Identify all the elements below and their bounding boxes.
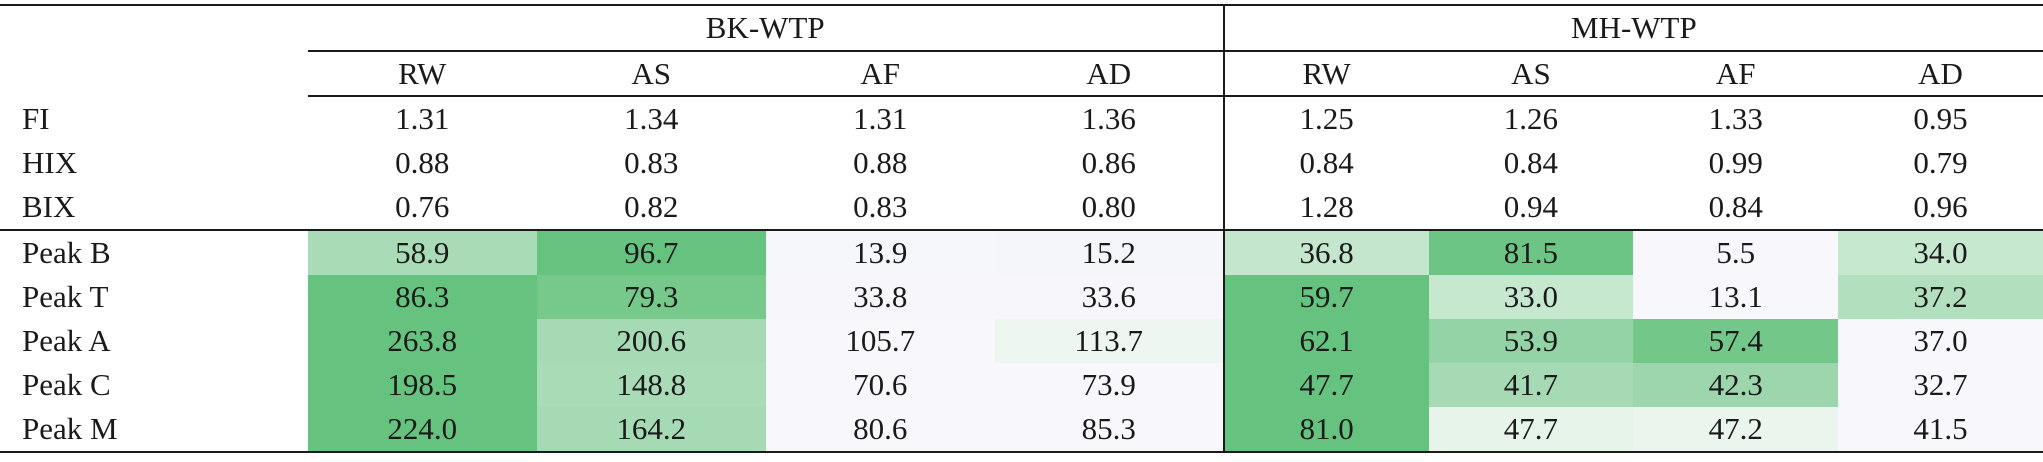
table-cell: 105.7 — [765, 319, 995, 363]
table-cell: 198.5 — [307, 363, 537, 407]
col-header: RW — [307, 51, 537, 97]
table-cell: 0.95 — [1913, 101, 1968, 136]
table-cell: 15.2 — [994, 229, 1224, 275]
table-cell: 0.84 — [1503, 145, 1559, 180]
table-cell: 5.5 — [1633, 229, 1839, 275]
table-cell: 47.7 — [1222, 363, 1429, 407]
table-cell: 0.82 — [624, 189, 679, 224]
table-cell: 1.36 — [1081, 101, 1136, 136]
metric-rows: FI 1.31 1.34 1.31 1.36 1.25 1.26 1.33 0.95 HIX 0.8… — [0, 96, 2043, 230]
col-header: AD — [1838, 51, 2043, 97]
group-header-mh-wtp: MH-WTP — [1222, 6, 2043, 52]
table-cell: 1.31 — [395, 101, 450, 136]
table-cell: 96.7 — [536, 229, 766, 275]
table-cell: 0.83 — [853, 189, 908, 224]
table-cell: 0.88 — [853, 145, 908, 180]
table-cell: 13.9 — [765, 229, 995, 275]
table-row: BIX 0.76 0.82 0.83 0.80 1.28 0.94 0.84 0.96 — [0, 185, 2043, 230]
table-cell: 36.8 — [1222, 229, 1429, 275]
table-cell: 0.84 — [1222, 141, 1429, 185]
table-cell: 59.7 — [1222, 275, 1429, 319]
table-cell: 1.26 — [1503, 101, 1559, 136]
table-cell: 13.1 — [1633, 275, 1839, 319]
row-label: Peak T — [22, 279, 109, 314]
table-cell: 1.34 — [624, 101, 679, 136]
table-row: Peak B 58.9 96.7 13.9 15.2 36.8 81.5 5.5 34.0 — [0, 229, 2043, 275]
col-header: AS — [1428, 51, 1634, 97]
table-cell: 41.7 — [1428, 363, 1634, 407]
table-row: HIX 0.88 0.83 0.88 0.86 0.84 0.84 0.99 0.79 — [0, 141, 2043, 185]
table-cell: 62.1 — [1222, 319, 1429, 363]
table-cell: 70.6 — [765, 363, 995, 407]
table-cell: 81.5 — [1428, 229, 1634, 275]
table-cell: 73.9 — [994, 363, 1224, 407]
row-label: Peak M — [0, 407, 308, 453]
col-header: AF — [1633, 51, 1839, 97]
table-cell: 0.88 — [395, 145, 450, 180]
table-cell: 1.25 — [1222, 96, 1429, 141]
row-label: Peak B — [0, 229, 308, 275]
table-cell: 1.28 — [1222, 185, 1429, 230]
table-cell: 47.7 — [1428, 407, 1634, 453]
table-cell: 34.0 — [1838, 229, 2043, 275]
table-cell: 1.33 — [1708, 101, 1763, 136]
corner-cell — [0, 6, 308, 51]
table-cell: 41.5 — [1838, 407, 2043, 453]
table-cell: 0.99 — [1708, 145, 1763, 180]
table-cell: 263.8 — [307, 319, 537, 363]
table-cell: 0.83 — [624, 145, 679, 180]
col-header: RW — [1222, 51, 1429, 97]
col-header: AF — [765, 51, 995, 97]
table-cell: 47.2 — [1633, 407, 1839, 453]
table-cell: 224.0 — [307, 407, 537, 453]
table-cell: 0.86 — [1081, 145, 1136, 180]
table-cell: 57.4 — [1633, 319, 1839, 363]
table-cell: 79.3 — [536, 275, 766, 319]
table-row: Peak C 198.5 148.8 70.6 73.9 47.7 41.7 42.3 32.7 — [0, 363, 2043, 407]
fluorescence-table: BK-WTP MH-WTP RW AS AF AD RW AS AF AD FI… — [0, 6, 2043, 453]
table-cell: 1.31 — [853, 101, 908, 136]
table-cell: 0.96 — [1913, 189, 1968, 224]
table-row: FI 1.31 1.34 1.31 1.36 1.25 1.26 1.33 0.95 — [0, 96, 2043, 141]
table-cell: 37.0 — [1838, 319, 2043, 363]
table-cell: 81.0 — [1222, 407, 1429, 453]
peak-rows: Peak B 58.9 96.7 13.9 15.2 36.8 81.5 5.5 34.0 Pea… — [0, 229, 2043, 453]
row-label: Peak C — [22, 367, 111, 402]
table-cell: 85.3 — [994, 407, 1224, 453]
table-cell: 113.7 — [994, 319, 1224, 363]
top-rule — [0, 4, 2043, 6]
col-header: AS — [536, 51, 766, 97]
table-cell: 200.6 — [536, 319, 766, 363]
table-cell: 80.6 — [765, 407, 995, 453]
table-cell: 33.8 — [765, 275, 995, 319]
group-header-bk-wtp: BK-WTP — [307, 6, 1224, 52]
table-row: Peak M 224.0 164.2 80.6 85.3 81.0 47.7 47.2 41.5 — [0, 407, 2043, 453]
table-cell: 37.2 — [1838, 275, 2043, 319]
table-cell: 86.3 — [307, 275, 537, 319]
table-cell: 0.79 — [1913, 145, 1968, 180]
table-cell: 164.2 — [536, 407, 766, 453]
table-cell: 33.6 — [994, 275, 1224, 319]
row-label: Peak A — [22, 323, 111, 358]
row-label: BIX — [22, 189, 76, 224]
row-label: HIX — [22, 145, 78, 180]
subcolumn-header-row: RW AS AF AD RW AS AF AD — [0, 51, 2043, 97]
table-row: Peak T 86.3 79.3 33.8 33.6 59.7 33.0 13.1 37.2 — [0, 275, 2043, 319]
row-label: FI — [22, 100, 50, 136]
table-cell: 148.8 — [536, 363, 766, 407]
table-cell: 53.9 — [1428, 319, 1634, 363]
corner-cell — [0, 51, 308, 96]
table-cell: 0.76 — [395, 189, 450, 224]
col-header: AD — [994, 51, 1224, 97]
table-cell: 58.9 — [307, 229, 537, 275]
table-cell: 0.84 — [1708, 189, 1763, 224]
table-cell: 42.3 — [1633, 363, 1839, 407]
table-cell: 0.94 — [1503, 189, 1559, 224]
group-header-row: BK-WTP MH-WTP — [0, 6, 2043, 52]
table-cell: 33.0 — [1428, 275, 1634, 319]
table-row: Peak A 263.8 200.6 105.7 113.7 62.1 53.9 57.4 37… — [0, 319, 2043, 363]
table-cell: 32.7 — [1838, 363, 2043, 407]
table-cell: 0.80 — [1081, 189, 1136, 224]
